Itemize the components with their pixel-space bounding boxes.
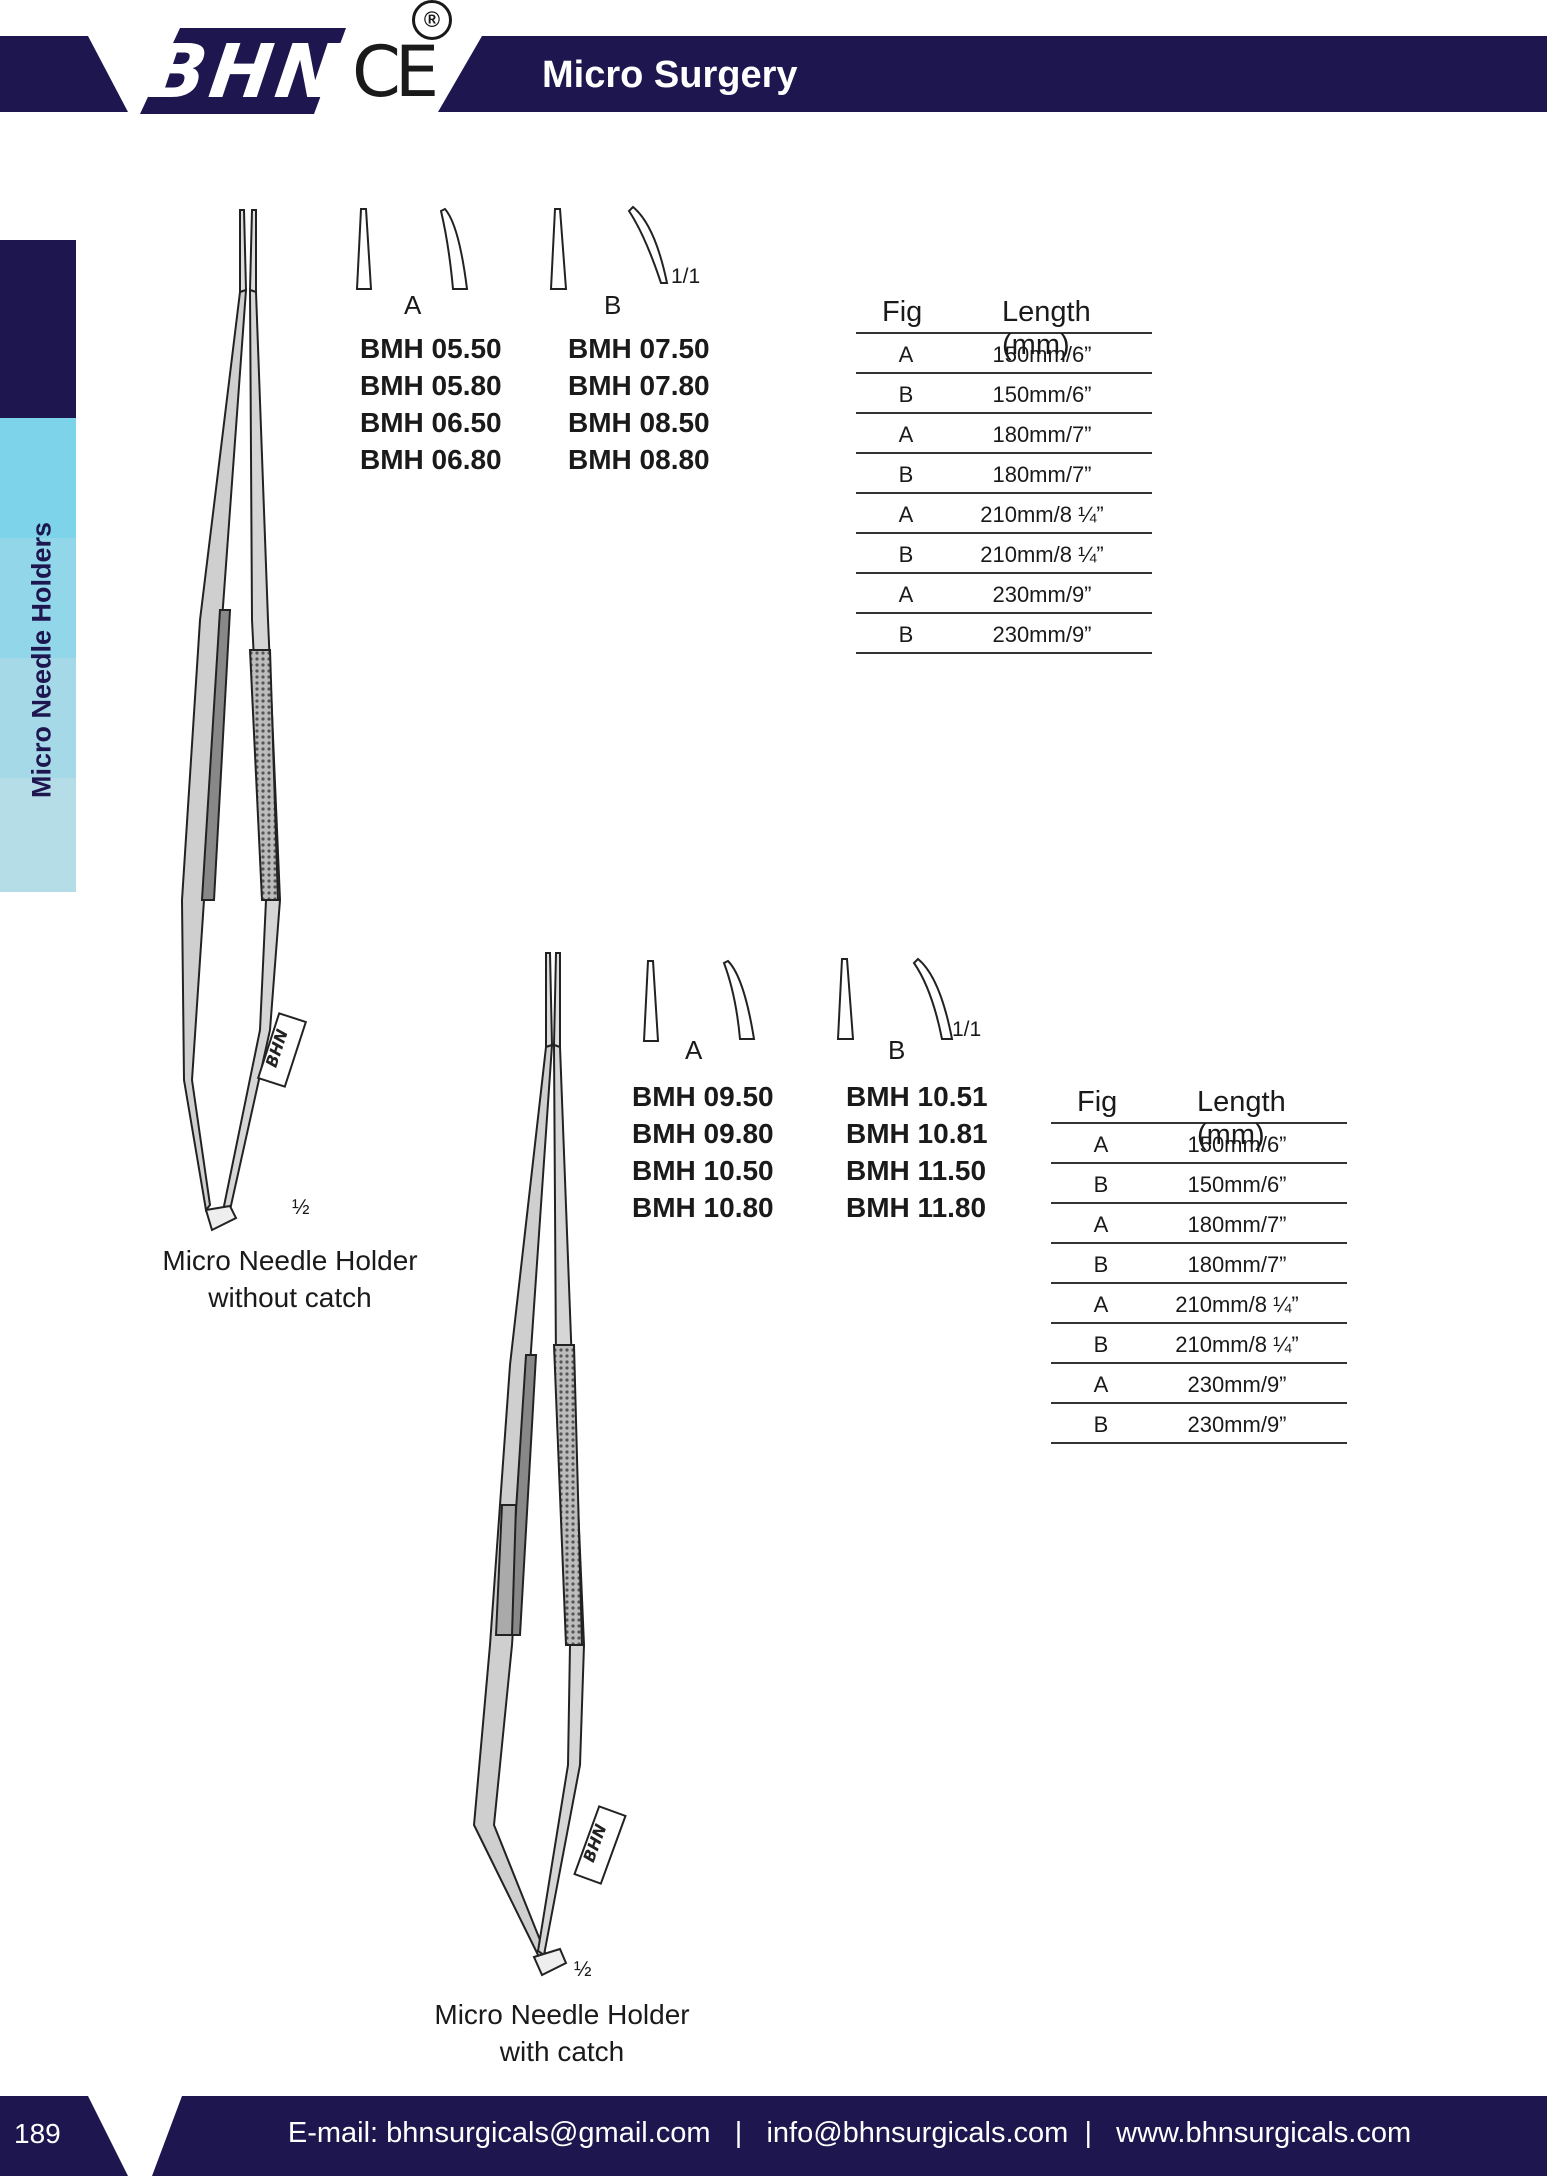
footer-bar <box>152 2096 1547 2176</box>
registered-mark: ® <box>412 0 452 40</box>
side-tab-band <box>0 658 76 778</box>
table-row: A 180mm/7” <box>1051 1204 1347 1244</box>
product-code: BMH 07.80 <box>568 370 710 401</box>
table-row: B 210mm/8 ¼” <box>1051 1324 1347 1364</box>
caption-line: Micro Needle Holder <box>434 1999 690 2030</box>
table-row: A 150mm/6” <box>1051 1124 1347 1164</box>
tip-b-straight-icon <box>836 958 855 1040</box>
footer-email-2[interactable]: info@bhnsurgicals.com <box>766 2117 1069 2149</box>
tip-scale: 1/1 <box>671 265 701 288</box>
spec-table: Fig Length (mm) A 150mm/6” B 150mm/6” A 180… <box>856 292 1152 654</box>
tip-a-straight-icon <box>355 208 373 290</box>
footer-separator: | <box>734 2117 743 2149</box>
instrument-scale: ½ <box>292 1196 310 1219</box>
tip-label-a: A <box>404 290 422 320</box>
product-code: BMH 11.80 <box>846 1192 987 1223</box>
tip-b-straight-icon <box>549 208 568 290</box>
tip-a-curved-icon <box>439 207 469 290</box>
brand-logo-badge <box>140 28 346 114</box>
header-left-stripe <box>0 36 128 112</box>
spec-table-header: Fig Length (mm) <box>856 292 1152 361</box>
side-tab-band <box>0 418 76 538</box>
product-code: BMH 10.81 <box>846 1118 988 1149</box>
spec-table-header: Fig Length (mm) <box>1051 1082 1347 1151</box>
column-header-fig: Fig <box>882 296 923 328</box>
side-tab-top <box>0 240 76 418</box>
product-code: BMH 09.50 <box>632 1081 774 1112</box>
column-header-length: Length (mm) <box>1002 296 1091 361</box>
product-code: BMH 07.50 <box>568 333 710 364</box>
product-code: BMH 10.50 <box>632 1155 774 1186</box>
tip-label-b: B <box>888 1035 906 1065</box>
table-row: A 180mm/7” <box>856 414 1152 454</box>
product-code: BMH 06.50 <box>360 407 502 438</box>
tip-b-curved-icon <box>627 205 669 284</box>
product-code: BMH 10.51 <box>846 1081 988 1112</box>
product-codes-a: BMH 05.50 BMH 05.80 BMH 06.50 BMH 06.80 <box>360 330 502 478</box>
table-row: B 180mm/7” <box>856 454 1152 494</box>
product-code: BMH 06.80 <box>360 444 502 475</box>
footer-email-label[interactable]: E-mail: bhnsurgicals@gmail.com <box>287 2117 711 2149</box>
ce-mark: CE <box>352 31 439 113</box>
table-row: A 150mm/6” <box>856 334 1152 374</box>
footer-separator: | <box>1084 2117 1092 2149</box>
spec-table: Fig Length (mm) A 150mm/6” B 150mm/6” A 180… <box>1051 1082 1347 1444</box>
product-codes-b: BMH 10.51 BMH 10.81 BMH 11.50 BMH 11.80 <box>846 1078 988 1226</box>
product-code: BMH 08.50 <box>568 407 710 438</box>
tip-label-a: A <box>685 1035 703 1065</box>
caption-line: with catch <box>499 2036 625 2067</box>
tip-scale: 1/1 <box>952 1018 982 1041</box>
footer-website-link[interactable]: www.bhnsurgicals.com <box>1116 2117 1412 2149</box>
table-row: A 230mm/9” <box>1051 1364 1347 1404</box>
table-row: B 230mm/9” <box>1051 1404 1347 1444</box>
side-tab-band <box>0 778 76 892</box>
product-code: BMH 05.50 <box>360 333 502 364</box>
side-tab-band <box>0 538 76 658</box>
tip-a-curved-icon <box>722 959 756 1040</box>
product-code: BMH 08.80 <box>568 444 710 475</box>
table-row: B 210mm/8 ¼” <box>856 534 1152 574</box>
product-code: BMH 05.80 <box>360 370 502 401</box>
table-row: A 210mm/8 ¼” <box>856 494 1152 534</box>
product-codes-b: BMH 07.50 BMH 07.80 BMH 08.50 BMH 08.80 <box>568 330 710 478</box>
tip-a-straight-icon <box>642 960 660 1042</box>
page-number: 189 <box>14 2118 61 2149</box>
caption-line: without catch <box>208 1282 372 1313</box>
product-code: BMH 11.50 <box>846 1155 987 1186</box>
column-header-fig: Fig <box>1077 1086 1118 1118</box>
product-caption: Micro Needle Holder without catch <box>140 1242 440 1316</box>
brand-logo-text: BHN <box>143 29 349 115</box>
table-row: B 150mm/6” <box>856 374 1152 414</box>
table-row: B 180mm/7” <box>1051 1244 1347 1284</box>
instrument-scale: ½ <box>574 1958 592 1981</box>
page-title: Micro Surgery <box>542 54 798 96</box>
tip-label-b: B <box>604 290 622 320</box>
needle-holder-with-catch-illustration: BHN <box>472 952 627 1977</box>
caption-line: Micro Needle Holder <box>162 1245 418 1276</box>
table-row: B 150mm/6” <box>1051 1164 1347 1204</box>
header-bar <box>438 36 1547 112</box>
table-row: A 230mm/9” <box>856 574 1152 614</box>
footer-contact: E-mail: bhnsurgicals@gmail.com | info@bh… <box>152 2112 1547 2154</box>
column-header-length: Length (mm) <box>1197 1086 1286 1151</box>
table-row: B 230mm/9” <box>856 614 1152 654</box>
product-code: BMH 10.80 <box>632 1192 774 1223</box>
product-caption: Micro Needle Holder with catch <box>412 1996 712 2070</box>
tip-b-curved-icon <box>912 957 954 1040</box>
table-row: A 210mm/8 ¼” <box>1051 1284 1347 1324</box>
product-code: BMH 09.80 <box>632 1118 774 1149</box>
product-codes-a: BMH 09.50 BMH 09.80 BMH 10.50 BMH 10.80 <box>632 1078 774 1226</box>
needle-holder-without-catch-illustration: BHN <box>180 209 308 1232</box>
tip-shapes-1 <box>355 205 669 290</box>
tip-shapes-2 <box>642 957 954 1042</box>
